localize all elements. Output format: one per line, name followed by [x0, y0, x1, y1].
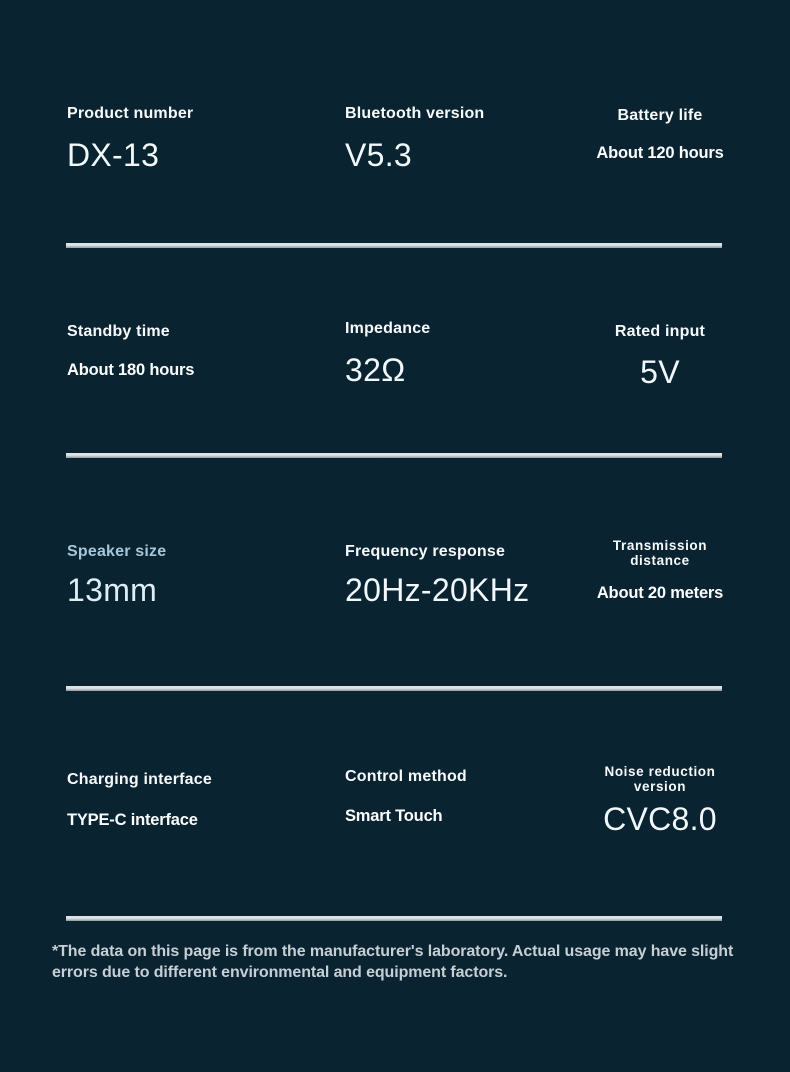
spec-label: Speaker size: [67, 543, 167, 560]
spec-label: Charging interface: [67, 771, 212, 788]
spec-cell-transmission-distance: Transmission distance About 20 meters: [585, 538, 735, 603]
spec-cell-noise-reduction: Noise reduction version CVC8.0: [585, 764, 735, 837]
spec-value: DX-13: [67, 137, 160, 173]
spec-cell-bluetooth-version: Bluetooth version V5.3: [345, 104, 484, 173]
spec-value: About 120 hours: [596, 144, 724, 162]
spec-value: CVC8.0: [603, 801, 717, 837]
spec-cell-control-method: Control method Smart Touch: [345, 767, 467, 826]
spec-cell-standby-time: Standby time About 180 hours: [67, 322, 194, 380]
spec-label: Battery life: [617, 107, 703, 124]
spec-label: Product number: [67, 105, 194, 122]
spec-cell-product-number: Product number DX-13: [67, 104, 193, 173]
spec-value: 20Hz-20KHz: [345, 572, 530, 608]
spec-label: Impedance: [345, 320, 431, 337]
divider: [66, 916, 722, 921]
divider: [66, 243, 722, 248]
spec-cell-charging-interface: Charging interface TYPE-C interface: [67, 770, 212, 830]
spec-value: 32Ω: [345, 352, 406, 388]
spec-cell-frequency-response: Frequency response 20Hz-20KHz: [345, 542, 529, 608]
spec-cell-speaker-size: Speaker size 13mm: [67, 542, 166, 608]
spec-label: Frequency response: [345, 543, 506, 560]
spec-label: Bluetooth version: [345, 105, 485, 122]
spec-label: Noise reduction version: [604, 764, 716, 794]
spec-cell-battery-life: Battery life About 120 hours: [585, 106, 735, 163]
spec-value: 13mm: [67, 572, 158, 608]
divider: [66, 453, 722, 458]
spec-value: TYPE-C interface: [67, 811, 198, 829]
disclaimer-note: *The data on this page is from the manuf…: [52, 943, 734, 981]
spec-value: 5V: [640, 354, 680, 390]
spec-label: Transmission distance: [612, 538, 708, 568]
spec-cell-impedance: Impedance 32Ω: [345, 319, 430, 388]
spec-value: V5.3: [345, 137, 413, 173]
spec-label: Rated input: [614, 323, 706, 340]
spec-value: About 180 hours: [67, 361, 195, 379]
spec-label: Control method: [345, 768, 467, 785]
spec-value: About 20 meters: [596, 584, 724, 602]
spec-label: Standby time: [67, 323, 170, 340]
spec-cell-rated-input: Rated input 5V: [585, 322, 735, 390]
spec-value: Smart Touch: [345, 807, 443, 825]
divider: [66, 686, 722, 691]
